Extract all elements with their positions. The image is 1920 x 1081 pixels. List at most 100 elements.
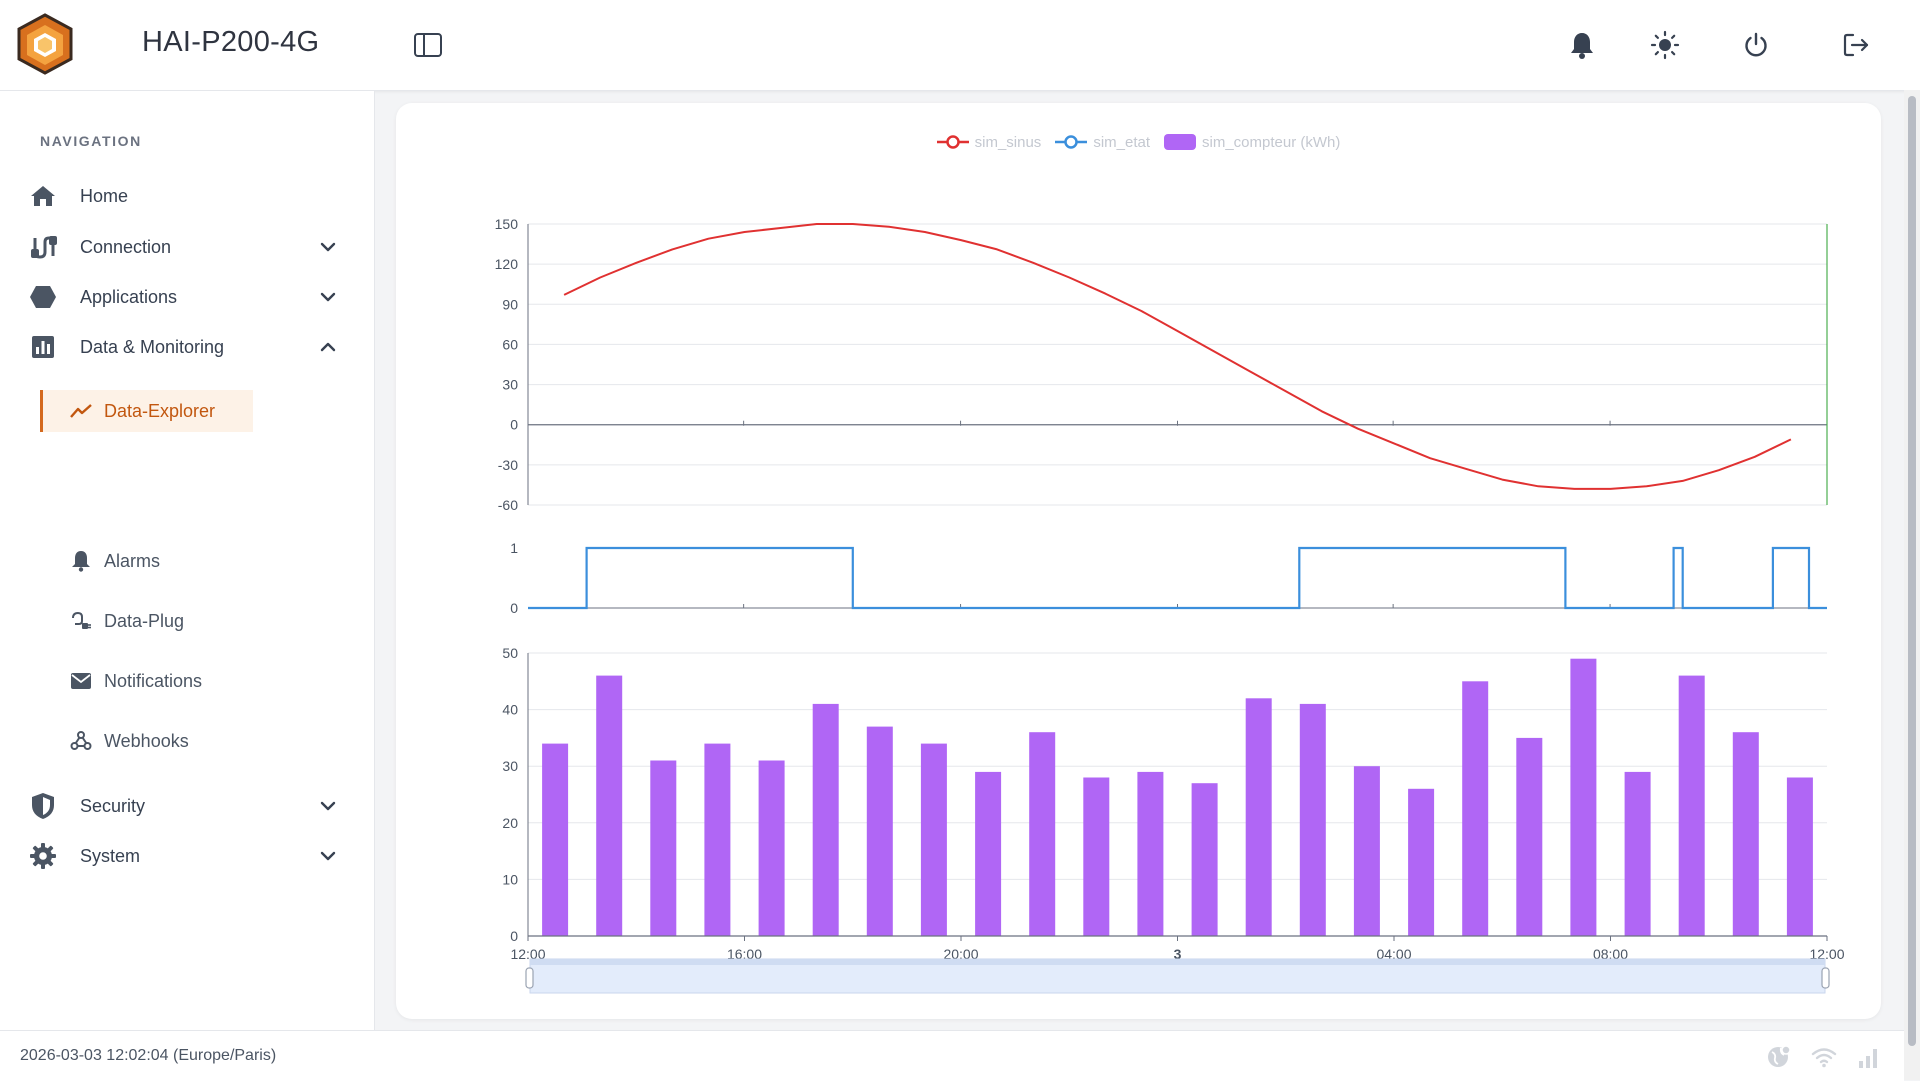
theme-toggle-button[interactable] [1644,24,1686,66]
sidebar-item-data-monitoring[interactable]: Data & Monitoring [28,327,338,367]
x-tick-label: 12:00 [510,946,545,962]
sidebar-item-label: Applications [80,286,178,307]
x-tick-label: 04:00 [1376,946,1411,962]
legend-line-marker-icon [936,135,969,149]
bar-sim-compteur [596,675,623,936]
legend-bar-swatch-icon [1164,134,1197,150]
x-tick-label: 20:00 [943,946,978,962]
zoom-handle-left[interactable] [525,967,534,989]
device-title: HAI-P200-4G [142,26,320,58]
sidebar-item-label: Security [80,795,146,816]
bar-sim-compteur [1191,783,1218,936]
bar-sim-compteur [920,743,947,936]
y-tick-label: 150 [495,216,519,232]
chevron-up-icon [320,342,336,352]
sidebar-subitem-label: Data-Explorer [104,400,216,421]
sidebar-item-security[interactable]: Security [28,786,338,826]
y-tick-label: 10 [502,871,518,887]
bell-icon [1571,33,1593,59]
y-tick-label: 1 [510,540,518,556]
y-tick-label: 60 [502,336,518,352]
sidebar-subitem-webhooks[interactable]: Webhooks [40,720,250,762]
logout-button[interactable] [1835,24,1877,66]
y-tick-label: -30 [498,457,518,473]
x-tick-label: 3 [1174,946,1182,962]
series-line-sim-sinus [563,223,1792,490]
sidebar-subitem-data-explorer[interactable]: Data-Explorer [40,390,253,432]
sidebar-subitem-data-plug[interactable]: Data-Plug [40,600,250,642]
legend-item-sim-compteur[interactable]: sim_compteur (kWh) [1164,133,1340,151]
sidebar-subitem-label: Webhooks [104,730,189,751]
sidebar-subitem-label: Alarms [104,550,161,571]
chevron-down-icon [320,851,336,861]
mail-icon [70,670,92,692]
sidebar-subitem-notifications[interactable]: Notifications [40,660,250,702]
chevron-down-icon [320,292,336,302]
bar-sim-compteur [1570,658,1597,936]
legend-item-sim-etat[interactable]: sim_etat [1055,133,1150,151]
signal-strength-icon [1859,1049,1877,1068]
legend-label: sim_compteur (kWh) [1202,133,1341,151]
y-tick-label: 50 [502,645,518,661]
bar-sim-compteur [1678,675,1705,936]
legend-line-marker-icon [1055,135,1088,149]
sidebar-toggle-button[interactable] [407,24,449,66]
logout-icon [1843,33,1869,57]
sidebar-subitem-label: Notifications [104,670,203,691]
y-tick-label: 90 [502,296,518,312]
bar-sim-compteur [1299,703,1326,936]
y-tick-label: 30 [502,377,518,393]
y-tick-label: 30 [502,758,518,774]
status-datetime: 2026-03-03 12:02:04 (Europe/Paris) [20,1047,277,1064]
status-bar: 2026-03-03 12:02:04 (Europe/Paris) [0,1030,1904,1081]
legend-label: sim_etat [1093,133,1151,151]
y-tick-label: 120 [495,256,519,272]
hexagon-icon [28,282,58,312]
page-scrollbar[interactable] [1904,90,1920,1080]
connection-icon [28,232,58,262]
home-icon [28,181,58,211]
x-tick-label: 08:00 [1593,946,1628,962]
series-line-sim-etat [528,546,1827,610]
bar-sim-compteur [704,743,731,936]
power-button[interactable] [1735,24,1777,66]
x-tick-label: 16:00 [727,946,762,962]
bar-sim-compteur [1353,766,1380,936]
sidebar-item-home[interactable]: Home [28,176,338,216]
bar-sim-compteur [542,743,569,936]
sidebar-item-system[interactable]: System [28,836,338,876]
bar-sim-compteur [1624,771,1651,936]
sidebar-item-label: Connection [80,236,172,257]
chevron-down-icon [320,242,336,252]
sidebar-item-connection[interactable]: Connection [28,227,338,267]
y-tick-label: 0 [510,417,518,433]
y-tick-label: 40 [502,702,518,718]
sidebar-subitem-alarms[interactable]: Alarms [40,540,250,582]
top-bar: HAI-P200-4G [0,0,1920,91]
sun-icon [1650,30,1680,60]
shield-icon [28,791,58,821]
legend-item-sim-sinus[interactable]: sim_sinus [936,133,1041,151]
bar-sim-compteur [975,771,1002,936]
sidebar-toggle-icon [414,33,442,57]
sidebar: NAVIGATION Home Connection Applications … [0,91,375,1030]
sidebar-item-applications[interactable]: Applications [28,277,338,317]
bar-sim-compteur [1516,737,1543,936]
zoom-handle-right[interactable] [1821,967,1830,989]
gear-icon [28,841,58,871]
chevron-down-icon [320,801,336,811]
bar-sim-compteur [758,760,785,936]
chart-icon [28,332,58,362]
bar-sim-compteur [1083,777,1110,936]
y-tick-label: 0 [510,600,518,616]
notifications-button[interactable] [1561,24,1603,66]
bar-sim-compteur [1245,698,1272,936]
power-icon [1745,32,1767,57]
scrollbar-thumb[interactable] [1908,96,1916,1046]
chart-legend: sim_sinus sim_etat sim_compteur (kWh) [396,133,1881,151]
bell-icon [70,550,92,572]
sidebar-subitem-label: Data-Plug [104,610,185,631]
bar-sim-compteur [1786,777,1813,936]
sidebar-item-label: Home [80,185,129,206]
